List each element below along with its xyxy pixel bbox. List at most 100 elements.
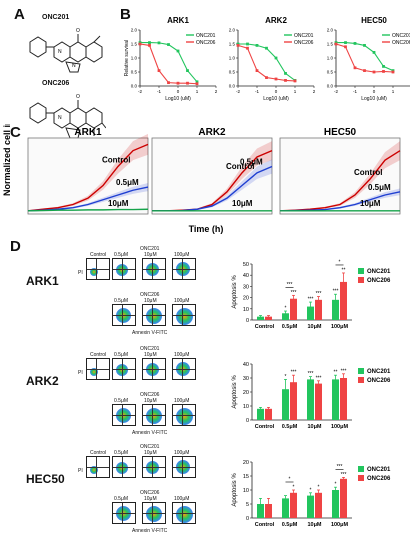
y-tick-label: 0 — [246, 516, 249, 522]
y-axis-label: Relative survival — [124, 40, 130, 76]
y-tick-label: 10 — [243, 307, 249, 313]
bar-onc201 — [257, 408, 264, 420]
significance-star: *** — [316, 375, 322, 381]
data-point — [372, 70, 376, 74]
x-tick-label: 100μM — [331, 424, 349, 430]
y-tick-label: 0.0 — [327, 84, 334, 89]
y-axis-label: Apoptosis % — [232, 275, 238, 309]
facs-x-axis-label: Annexin V-FITC — [132, 330, 168, 336]
bar-onc201 — [257, 316, 264, 320]
y-tick-label: 1.0 — [229, 56, 236, 61]
bar-onc206 — [290, 382, 297, 420]
panel-c-cell-index: Normalized cell index ARK1 Control 0.5μM 10μ… — [2, 124, 401, 234]
y-tick-label: 0.0 — [229, 84, 236, 89]
quadrant-line — [113, 315, 135, 317]
y-tick-label: 1.0 — [131, 56, 138, 61]
legend-swatch — [358, 277, 364, 283]
quadrant-line — [113, 513, 135, 515]
ci-band — [280, 188, 400, 212]
x-tick-label: Control — [255, 522, 275, 528]
legend-swatch — [358, 268, 364, 274]
data-point — [138, 41, 142, 44]
facs-control-label: Control — [90, 450, 107, 456]
facs-scatter-plot — [112, 258, 136, 280]
y-tick-label: 2.0 — [327, 28, 334, 33]
series-label-control: Control — [354, 168, 382, 177]
series-label-0.5uM: 0.5μM — [368, 183, 391, 192]
chart-title: ARK1 — [74, 127, 102, 138]
bar-onc206 — [265, 316, 272, 320]
data-point — [176, 49, 180, 53]
data-point — [255, 44, 259, 47]
facs-density-blob — [90, 368, 98, 376]
x-tick-label: -2 — [236, 89, 240, 94]
facs-control-label: Control — [90, 252, 107, 258]
facs-density-blob — [90, 466, 98, 474]
facs-dose-label: 100μM — [174, 252, 190, 258]
significance-star: * — [293, 485, 295, 491]
series-line-onc206 — [237, 44, 296, 82]
quadrant-line — [95, 457, 97, 477]
x-tick-label: 10μM — [307, 522, 321, 528]
y-tick-label: 0.5 — [327, 70, 334, 75]
onc201-structure: O N N — [29, 28, 103, 73]
y-tick-label: 20 — [243, 460, 249, 466]
bar-onc206 — [315, 492, 322, 518]
series-label-0.5uM: 0.5μM — [116, 178, 139, 187]
y-axis-label: Normalized cell index — [2, 124, 12, 196]
facs-group-label: ONC201 — [140, 346, 160, 352]
y-tick-label: 40 — [243, 273, 249, 279]
facs-row-label: ARK2 — [26, 374, 59, 388]
quadrant-line — [121, 359, 123, 379]
data-point — [265, 76, 268, 79]
data-point — [246, 46, 249, 50]
significance-star: *** — [341, 472, 347, 478]
facs-dose-label: 0.5μM — [114, 298, 128, 304]
facs-scatter-plot — [86, 456, 110, 478]
y-tick-label: 10 — [243, 488, 249, 494]
quadrant-line — [143, 315, 165, 317]
y-tick-label: 15 — [243, 474, 249, 480]
y-tick-label: 0 — [246, 418, 249, 424]
chart-title: HEC50 — [361, 16, 387, 25]
facs-scatter-plot — [172, 358, 196, 380]
data-point — [274, 77, 278, 81]
series-line — [27, 143, 149, 212]
significance-star: * — [318, 485, 320, 491]
y-tick-label: 40 — [243, 362, 249, 368]
panel-letter-b: B — [120, 6, 131, 23]
data-point — [363, 44, 366, 47]
data-point — [344, 45, 347, 49]
quadrant-line — [113, 467, 135, 469]
series-label-10uM: 10μM — [360, 199, 381, 208]
compound-label-onc201: ONC201 — [42, 14, 70, 21]
x-tick-label: -1 — [255, 89, 259, 94]
bar-onc206 — [340, 478, 347, 518]
data-point — [284, 72, 287, 75]
facs-control-label: Control — [90, 352, 107, 358]
facs-dose-label: 10μM — [144, 450, 157, 456]
facs-density-blob — [176, 506, 193, 523]
y-tick-label: 10 — [243, 404, 249, 410]
quadrant-line — [181, 503, 183, 523]
facs-scatter-plot — [172, 456, 196, 478]
x-tick-label: 10μM — [307, 324, 321, 330]
legend-label: ONC206 — [367, 476, 391, 482]
quadrant-line — [121, 457, 123, 477]
x-tick-label: 100μM — [331, 324, 349, 330]
bar-onc206 — [315, 299, 322, 320]
y-axis-label: Apoptosis % — [232, 375, 238, 409]
data-point — [353, 42, 357, 45]
data-point — [391, 70, 395, 74]
quadrant-line — [95, 259, 97, 279]
data-point — [186, 69, 189, 72]
panel-letter-d: D — [10, 238, 21, 255]
y-tick-label: 20 — [243, 296, 249, 302]
x-tick-label: 2 — [313, 89, 316, 94]
x-axis-label: Log10 (uM) — [165, 96, 191, 102]
facs-row-label: ARK1 — [26, 274, 59, 288]
plot-frame — [27, 137, 149, 215]
significance-star: * — [289, 477, 291, 483]
significance-star: *** — [341, 368, 347, 374]
